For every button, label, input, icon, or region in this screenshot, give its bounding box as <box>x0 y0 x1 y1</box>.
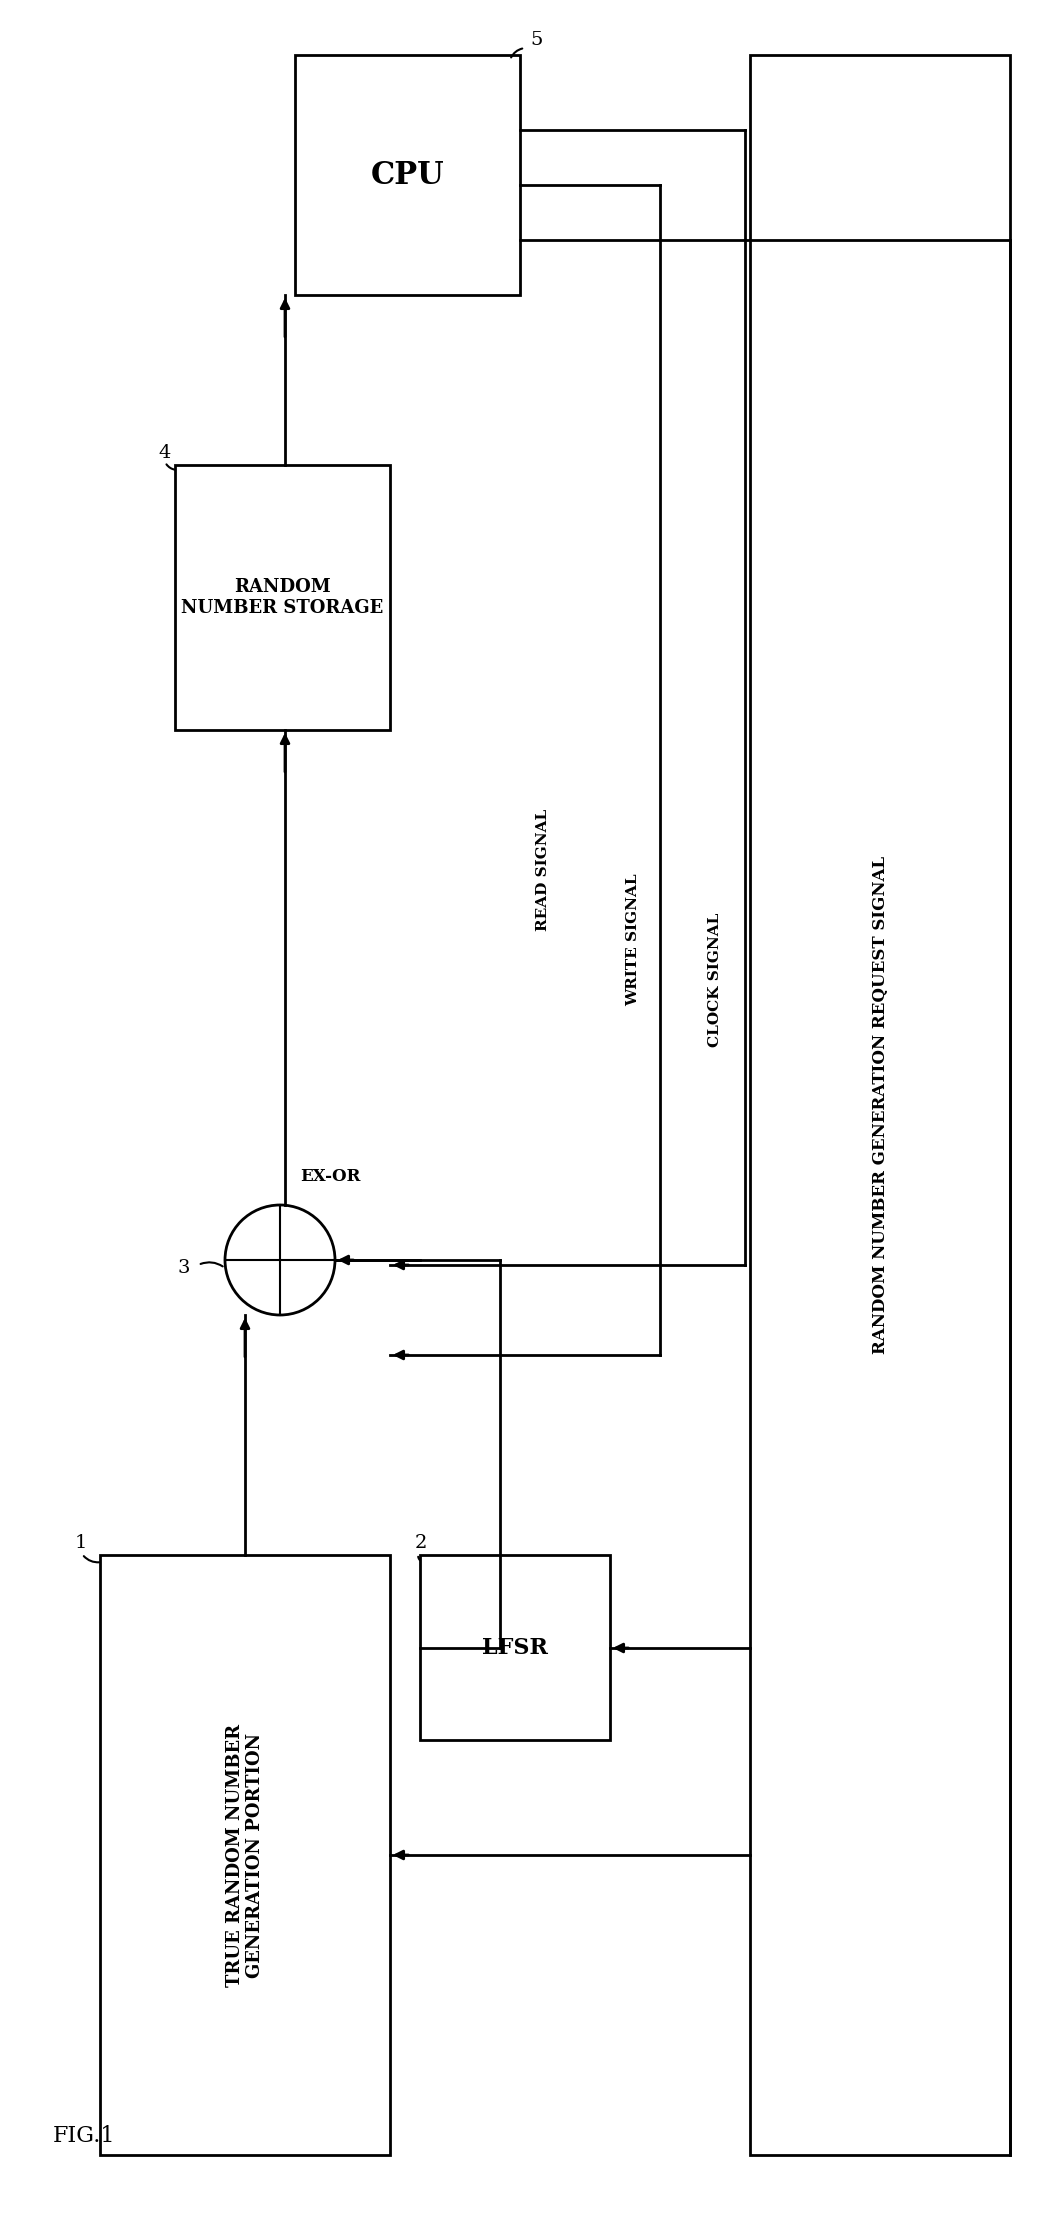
Text: EX-OR: EX-OR <box>299 1167 360 1185</box>
Text: CPU: CPU <box>371 159 444 190</box>
Text: RANDOM NUMBER GENERATION REQUEST SIGNAL: RANDOM NUMBER GENERATION REQUEST SIGNAL <box>872 856 889 1355</box>
Text: 5: 5 <box>530 31 543 49</box>
Bar <box>295 56 520 295</box>
Text: 3: 3 <box>177 1259 190 1277</box>
Text: FIG.1: FIG.1 <box>53 2124 116 2147</box>
Text: WRITE SIGNAL: WRITE SIGNAL <box>626 874 640 1006</box>
Bar <box>419 1554 610 1740</box>
Text: READ SIGNAL: READ SIGNAL <box>536 809 550 930</box>
Text: 1: 1 <box>75 1534 87 1552</box>
Text: CLOCK SIGNAL: CLOCK SIGNAL <box>708 912 722 1046</box>
Text: TRUE RANDOM NUMBER
GENERATION PORTION: TRUE RANDOM NUMBER GENERATION PORTION <box>225 1724 264 1986</box>
Text: RANDOM
NUMBER STORAGE: RANDOM NUMBER STORAGE <box>182 579 383 617</box>
Text: 2: 2 <box>415 1534 427 1552</box>
Bar <box>750 56 1010 2156</box>
Bar <box>100 1554 390 2156</box>
Text: LFSR: LFSR <box>482 1637 548 1659</box>
Text: 4: 4 <box>158 445 170 463</box>
Bar <box>175 465 390 729</box>
